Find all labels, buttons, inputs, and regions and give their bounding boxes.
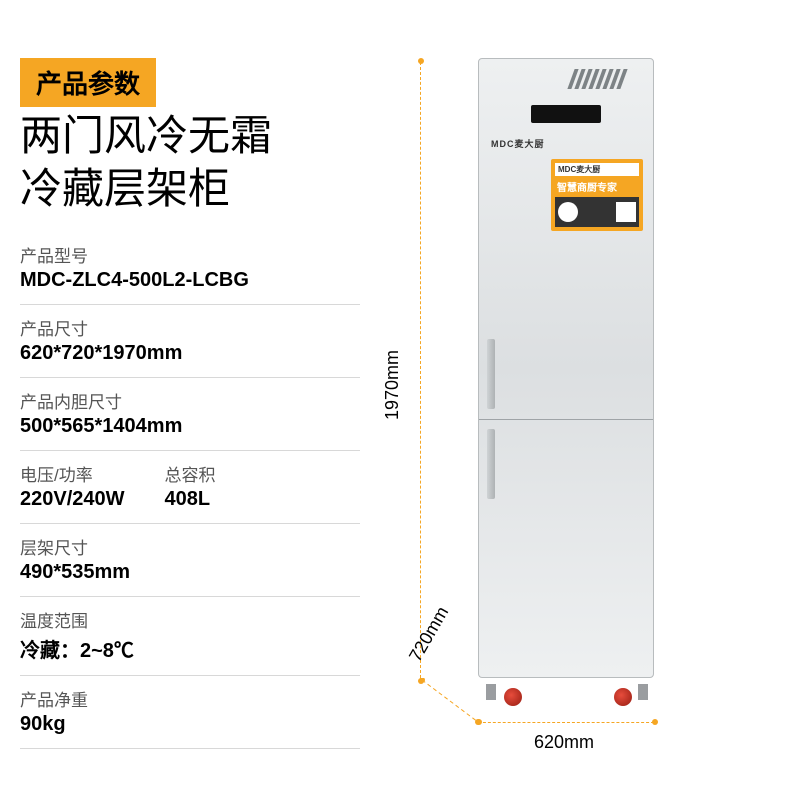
caster-wheel-icon <box>614 688 632 706</box>
spec-label: 温度范围 <box>20 607 360 632</box>
spec-label: 总容积 <box>165 461 216 486</box>
fridge-foot <box>638 684 648 700</box>
depth-dim-label: 720mm <box>405 603 453 665</box>
spec-value: 220V/240W <box>20 488 125 511</box>
mascot-icon <box>558 202 578 222</box>
door-handle-bottom <box>487 429 495 499</box>
spec-value: MDC-ZLC4-500L2-LCBG <box>20 269 360 292</box>
spec-value: 490*535mm <box>20 561 360 584</box>
section-badge: 产品参数 <box>20 58 156 107</box>
sticker-body <box>555 197 639 227</box>
product-title: 两门风冷无霜 冷藏层架柜 <box>20 110 272 215</box>
spec-label: 层架尺寸 <box>20 534 360 559</box>
door-handle-top <box>487 339 495 409</box>
spec-label: 产品净重 <box>20 686 360 711</box>
temp-value: 2~8℃ <box>80 640 134 662</box>
spec-value: 620*720*1970mm <box>20 342 360 365</box>
spec-label: 产品尺寸 <box>20 315 360 340</box>
spec-value: 90kg <box>20 713 360 736</box>
spec-value: 500*565*1404mm <box>20 415 360 438</box>
spec-label: 电压/功率 <box>20 461 125 486</box>
dim-dot <box>652 719 658 725</box>
title-line-1: 两门风冷无霜 <box>20 110 272 163</box>
spec-label: 产品型号 <box>20 242 360 267</box>
title-line-2: 冷藏层架柜 <box>20 163 272 216</box>
spec-value: 408L <box>165 488 216 511</box>
brand-label: MDC麦大厨 <box>491 137 545 150</box>
depth-dim-line <box>420 678 500 738</box>
spec-row-size: 产品尺寸 620*720*1970mm <box>20 305 360 378</box>
spec-row-weight: 产品净重 90kg <box>20 676 360 749</box>
width-dim-label: 620mm <box>534 732 594 753</box>
height-dim-label: 1970mm <box>382 350 403 420</box>
spec-table: 产品型号 MDC-ZLC4-500L2-LCBG 产品尺寸 620*720*19… <box>20 232 360 749</box>
sticker-slogan: 智慧商厨专家 <box>555 176 639 194</box>
spec-row-shelf: 层架尺寸 490*535mm <box>20 524 360 597</box>
info-sticker: MDC麦大厨 智慧商厨专家 <box>551 159 643 231</box>
dim-dot <box>418 58 424 64</box>
qr-icon <box>616 202 636 222</box>
vent-icon <box>571 69 641 89</box>
dim-dot <box>476 719 482 725</box>
display-panel <box>531 105 601 123</box>
door-seam <box>479 419 653 420</box>
caster-wheel-icon <box>504 688 522 706</box>
height-dim-line <box>420 62 421 678</box>
spec-row-power-volume: 电压/功率 220V/240W 总容积 408L <box>20 451 360 524</box>
spec-row-inner-size: 产品内胆尺寸 500*565*1404mm <box>20 378 360 451</box>
temp-prefix: 冷藏： <box>20 640 80 662</box>
spec-value: 冷藏：2~8℃ <box>20 634 360 663</box>
spec-row-temp: 温度范围 冷藏：2~8℃ <box>20 597 360 676</box>
dimension-diagram: 1970mm MDC麦大厨 MDC麦大厨 智慧商厨专家 720mm 620mm <box>410 50 790 770</box>
sticker-brand: MDC麦大厨 <box>555 163 639 176</box>
spec-row-model: 产品型号 MDC-ZLC4-500L2-LCBG <box>20 232 360 305</box>
spec-label: 产品内胆尺寸 <box>20 388 360 413</box>
width-dim-line <box>478 722 654 723</box>
fridge-illustration: MDC麦大厨 MDC麦大厨 智慧商厨专家 <box>478 58 654 678</box>
